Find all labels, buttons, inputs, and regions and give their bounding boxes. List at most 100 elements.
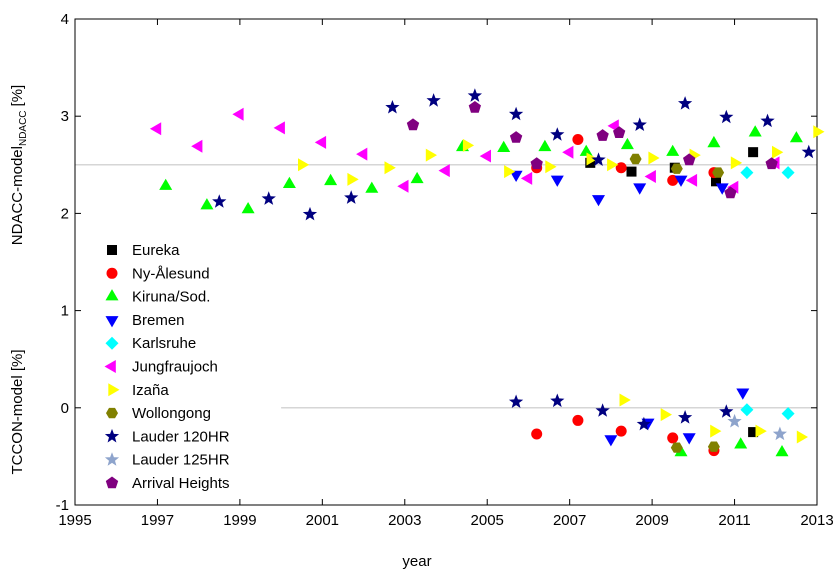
y-tick-label: 0 — [61, 400, 69, 417]
marker — [550, 393, 565, 408]
marker — [530, 157, 543, 170]
marker — [282, 176, 296, 188]
marker — [748, 125, 762, 137]
marker — [468, 101, 481, 113]
marker — [801, 144, 816, 159]
legend-label: Jungfraujoch — [132, 359, 218, 376]
marker — [748, 147, 759, 158]
marker — [508, 394, 524, 408]
legend-marker — [108, 383, 120, 397]
marker — [273, 121, 285, 135]
marker — [384, 161, 396, 175]
marker — [796, 430, 808, 444]
marker — [740, 403, 754, 417]
marker — [314, 135, 327, 149]
marker — [531, 428, 543, 440]
marker — [633, 183, 647, 195]
marker — [772, 426, 787, 441]
legend-label: Eureka — [132, 242, 180, 259]
marker — [781, 407, 795, 421]
legend-label: Karlsruhe — [132, 335, 196, 352]
marker — [644, 170, 656, 183]
x-tick-label: 2011 — [718, 512, 750, 529]
marker — [397, 179, 409, 193]
legend-marker — [105, 316, 119, 328]
plot-frame — [74, 18, 818, 506]
y-tick-label: 1 — [61, 303, 69, 320]
marker — [607, 158, 619, 172]
marker — [775, 445, 789, 457]
marker — [410, 171, 424, 184]
marker — [344, 190, 359, 204]
marker — [682, 433, 696, 445]
marker — [406, 118, 420, 131]
marker — [212, 194, 227, 208]
marker — [467, 88, 482, 102]
x-tick-label: 2005 — [471, 512, 504, 529]
marker — [385, 100, 400, 114]
marker — [159, 178, 173, 190]
marker — [591, 152, 606, 166]
marker — [710, 424, 722, 438]
marker — [667, 174, 679, 186]
marker — [298, 158, 310, 172]
marker — [324, 173, 338, 186]
legend-label: Lauder 120HR — [132, 428, 230, 445]
marker — [666, 144, 680, 156]
marker — [648, 151, 660, 165]
marker — [615, 425, 627, 437]
marker — [740, 166, 754, 180]
marker — [572, 414, 584, 426]
marker — [365, 181, 379, 193]
x-tick-label: 2009 — [635, 512, 668, 529]
marker — [613, 126, 626, 138]
marker — [632, 117, 647, 131]
marker — [712, 167, 725, 178]
legend-marker — [104, 428, 120, 443]
marker — [149, 122, 162, 136]
y-axis-label-top: NDACC-modelNDACC [%] — [9, 85, 29, 245]
x-tick-label: 2001 — [306, 512, 339, 529]
marker — [727, 413, 742, 428]
marker — [678, 410, 693, 424]
x-tick-label: 2013 — [800, 512, 833, 529]
legend-marker — [104, 452, 120, 466]
marker — [604, 435, 618, 447]
legend-marker — [105, 289, 119, 301]
legend-marker — [105, 476, 119, 489]
marker — [520, 171, 533, 185]
marker — [748, 427, 759, 438]
marker — [550, 127, 565, 141]
marker — [356, 147, 368, 161]
legend-label: Izaña — [132, 382, 169, 399]
marker — [508, 106, 524, 121]
marker — [232, 107, 244, 121]
marker — [620, 137, 634, 150]
marker — [572, 134, 584, 146]
legend-label: Kiruna/Sod. — [132, 289, 210, 306]
marker — [765, 157, 778, 170]
legend-marker — [107, 245, 117, 255]
x-tick-label: 1997 — [141, 512, 174, 529]
x-tick-label: 2003 — [388, 512, 421, 529]
marker — [683, 153, 696, 166]
marker — [813, 125, 825, 139]
marker — [438, 164, 450, 178]
marker — [734, 437, 748, 449]
marker — [426, 93, 441, 107]
legend-marker — [104, 360, 116, 373]
marker — [200, 198, 214, 210]
marker — [626, 166, 637, 177]
marker — [678, 96, 693, 110]
marker — [241, 202, 255, 214]
label-subscript: NDACC — [18, 110, 29, 146]
marker — [504, 165, 516, 179]
x-tick-label: 1999 — [223, 512, 256, 529]
marker — [736, 388, 750, 400]
marker — [579, 144, 593, 156]
marker — [667, 432, 679, 444]
marker — [425, 148, 437, 162]
marker — [670, 442, 683, 453]
marker — [755, 424, 767, 438]
y-tick-label: 3 — [61, 108, 69, 125]
